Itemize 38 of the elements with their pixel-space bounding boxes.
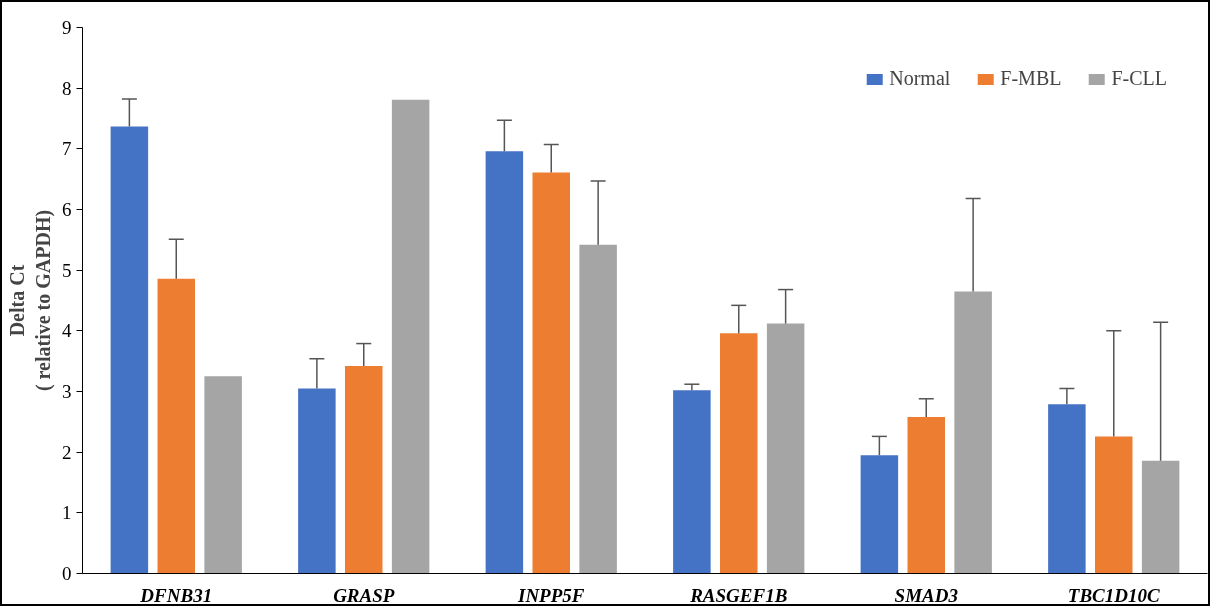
x-tick-label: GRASP: [333, 584, 395, 606]
x-tick-label: INPP5F: [517, 584, 585, 606]
bar: [391, 99, 430, 574]
bar: [1141, 460, 1180, 574]
x-tick-label: TBC1D10C: [1067, 584, 1160, 606]
bar: [1095, 436, 1133, 574]
legend-label: F-CLL: [1111, 67, 1167, 90]
y-tick-label: 9: [62, 17, 72, 38]
bar: [157, 278, 195, 574]
bar: [766, 323, 805, 574]
y-tick-label: 1: [62, 502, 72, 524]
y-tick-label: 5: [62, 259, 72, 281]
x-tick-label: SMAD3: [894, 584, 958, 606]
y-tick-label: 3: [62, 381, 72, 402]
y-tick-label: 7: [62, 138, 72, 160]
legend-label: F-MBL: [1000, 67, 1062, 90]
legend-label: Normal: [889, 67, 951, 90]
y-tick-label: 8: [62, 77, 72, 99]
bar: [110, 126, 149, 574]
x-tick-label: RASGEF1B: [689, 584, 788, 606]
bar: [720, 333, 758, 574]
y-tick-label: 0: [62, 563, 72, 584]
y-tick-label: 6: [62, 199, 72, 220]
y-axis-title: Delta Ct ( relative to GAPDH): [5, 209, 55, 392]
bar: [204, 376, 242, 574]
x-tick-label: DFNB31: [139, 584, 213, 606]
bar: [1048, 404, 1086, 574]
bar: [298, 388, 336, 574]
bar: [345, 366, 383, 574]
bar: [579, 244, 617, 574]
y-tick-label: 2: [62, 441, 72, 463]
bar: [532, 172, 570, 574]
bar: [673, 390, 711, 574]
bar: [907, 416, 945, 574]
bar: [954, 291, 992, 574]
bar: [860, 455, 899, 574]
bar: [485, 151, 524, 574]
y-tick-label: 4: [62, 320, 72, 342]
